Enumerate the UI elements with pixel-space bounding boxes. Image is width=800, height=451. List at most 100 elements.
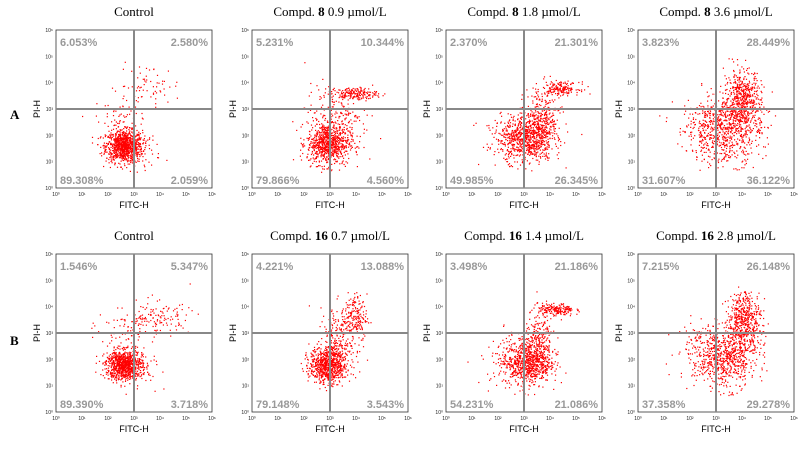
- event-dot: [571, 88, 573, 90]
- event-dot: [562, 88, 564, 91]
- event-dot: [508, 120, 510, 122]
- row-label-b: B: [10, 333, 19, 348]
- event-dot: [306, 121, 308, 123]
- event-dot: [705, 120, 707, 123]
- event-dot: [748, 85, 750, 87]
- event-dot: [351, 134, 353, 136]
- panel: Compd. 8 0.9 µmol/L10⁰10⁰10¹10¹10²10²10³…: [228, 4, 412, 210]
- event-dot: [513, 145, 515, 147]
- event-dot: [725, 144, 727, 147]
- event-dot: [144, 147, 146, 149]
- event-dot: [339, 139, 341, 141]
- event-dot: [127, 163, 129, 165]
- event-dot: [714, 127, 716, 129]
- event-dot: [115, 155, 117, 157]
- event-dot: [517, 134, 519, 136]
- event-dot: [532, 144, 534, 146]
- event-dot: [501, 115, 503, 117]
- event-dot: [535, 83, 537, 85]
- event-dot: [327, 153, 330, 155]
- event-dot: [341, 146, 343, 148]
- event-dot: [540, 115, 542, 117]
- event-dot: [152, 135, 154, 137]
- event-dot: [323, 114, 325, 116]
- event-dot: [543, 132, 545, 134]
- event-dot: [120, 144, 122, 146]
- event-dot: [549, 126, 551, 128]
- event-dot: [343, 146, 345, 148]
- event-dot: [752, 102, 755, 104]
- event-dot: [703, 116, 706, 118]
- event-dot: [356, 116, 358, 118]
- event-dot: [117, 137, 119, 139]
- event-dot: [315, 117, 317, 120]
- event-dot: [115, 140, 117, 142]
- event-dot: [546, 142, 548, 144]
- event-dot: [755, 139, 757, 141]
- event-dot: [528, 138, 531, 140]
- event-dot: [327, 132, 329, 134]
- event-dot: [358, 92, 360, 94]
- event-dot: [337, 136, 339, 138]
- y-tick-label: 10¹: [242, 160, 250, 166]
- event-dot: [734, 81, 736, 83]
- event-dot: [507, 136, 509, 138]
- event-dot: [130, 138, 132, 140]
- event-dot: [127, 87, 130, 89]
- event-dot: [103, 152, 105, 154]
- y-tick-label: 10¹: [436, 160, 444, 166]
- event-dot: [547, 148, 549, 150]
- event-dot: [341, 132, 343, 134]
- panel-title-prefix: Compd.: [467, 4, 512, 19]
- event-dot: [122, 155, 124, 157]
- panel-title-compound: 8: [704, 4, 711, 19]
- event-dot: [125, 135, 127, 137]
- event-dot: [335, 138, 337, 140]
- event-dot: [136, 129, 138, 132]
- event-dot: [746, 134, 748, 136]
- event-dot: [539, 140, 541, 142]
- event-dot: [347, 92, 350, 94]
- event-dot: [134, 106, 137, 108]
- event-dot: [545, 117, 547, 119]
- event-dot: [507, 125, 509, 127]
- event-dot: [363, 132, 365, 134]
- event-dot: [522, 142, 524, 144]
- event-dot: [726, 105, 728, 107]
- x-tick-label: 10⁰: [634, 192, 642, 198]
- event-dot: [709, 138, 711, 140]
- event-dot: [734, 103, 736, 105]
- event-dot: [722, 127, 724, 129]
- event-dot: [541, 98, 543, 100]
- event-dot: [530, 126, 532, 129]
- event-dot: [536, 132, 538, 134]
- event-dot: [123, 152, 125, 154]
- event-dot: [340, 132, 342, 135]
- event-dot: [350, 95, 352, 97]
- event-dot: [331, 121, 333, 123]
- event-dot: [345, 150, 348, 152]
- event-dot: [535, 123, 537, 125]
- event-dot: [736, 92, 738, 94]
- event-dot: [501, 143, 503, 145]
- event-dot: [108, 158, 110, 161]
- event-dot: [747, 114, 749, 116]
- event-dot: [138, 148, 140, 150]
- event-dot: [136, 138, 139, 140]
- event-dot: [564, 142, 566, 144]
- event-dot: [756, 90, 758, 92]
- event-dot: [698, 144, 700, 146]
- event-dot: [517, 124, 520, 126]
- event-dot: [140, 147, 142, 149]
- event-dot: [132, 135, 134, 137]
- event-dot: [544, 131, 546, 133]
- event-dot: [731, 129, 733, 132]
- event-dot: [119, 132, 121, 134]
- event-dot: [318, 143, 320, 145]
- event-dot: [732, 110, 734, 112]
- event-dot: [530, 128, 532, 130]
- event-dot: [488, 127, 490, 129]
- event-dot: [551, 121, 553, 123]
- event-dot: [487, 146, 489, 148]
- event-dot: [114, 90, 117, 92]
